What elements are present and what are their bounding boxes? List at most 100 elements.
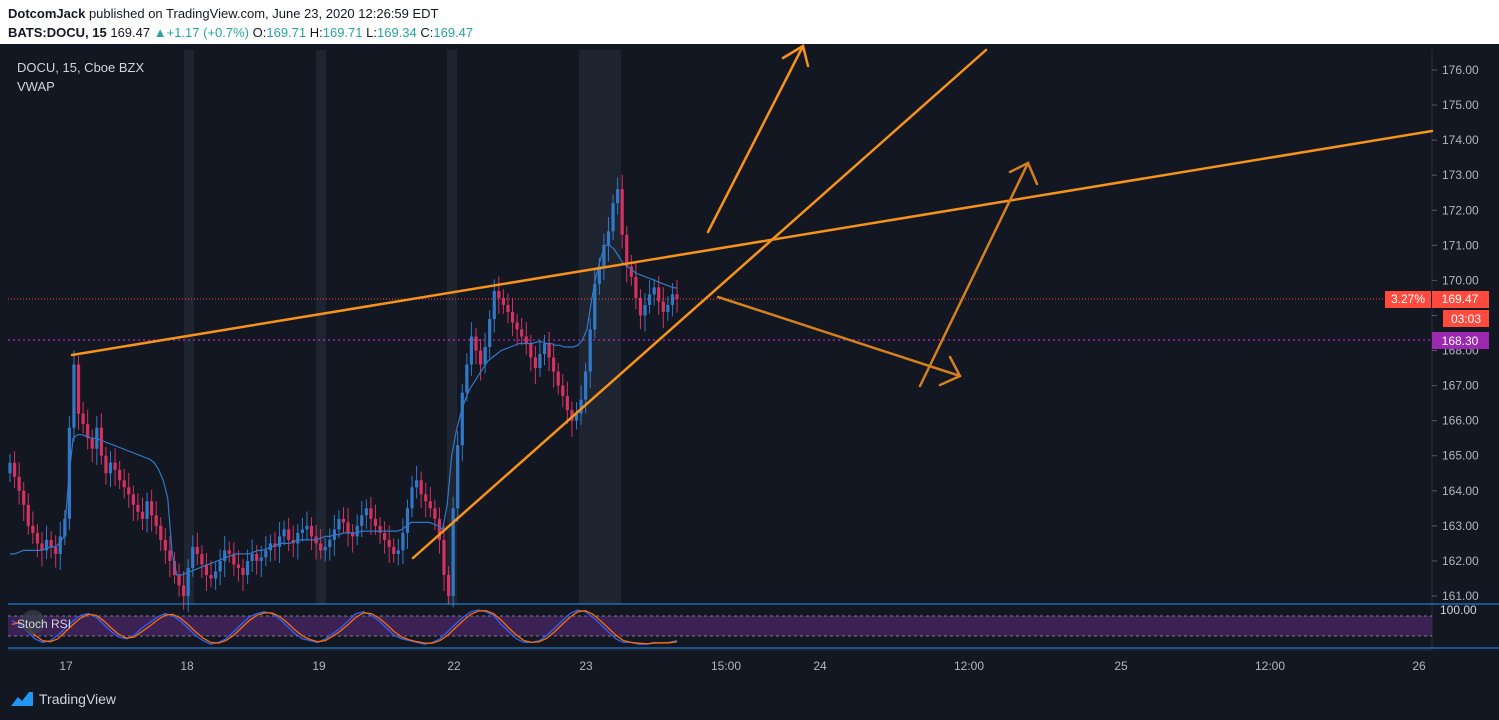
candle-body (90, 438, 94, 449)
candle-body (40, 543, 44, 551)
candle-body (392, 546, 396, 554)
close-value: 169.47 (433, 25, 474, 40)
candle-body (419, 480, 423, 495)
rebound-arrow-head[interactable] (1008, 161, 1039, 186)
last-pct-badge (1385, 291, 1431, 308)
candle-body (533, 357, 537, 369)
candle-body (611, 203, 615, 232)
candle-body (17, 476, 21, 491)
candle-body (584, 371, 588, 400)
symbol-label: BATS:DOCU, 15 (8, 25, 107, 40)
candle-body (245, 560, 250, 575)
candle-body (675, 294, 679, 299)
drawings-layer[interactable] (70, 44, 1434, 560)
candle-body (31, 525, 35, 533)
candle-body (620, 189, 624, 235)
stoch-rsi-pane[interactable]: Stoch RSI 100.00 (8, 603, 1499, 649)
candle-body (99, 427, 103, 456)
legend-title: DOCU, 15, Cboe BZX (17, 60, 144, 75)
candle-body (414, 480, 419, 488)
candle-body (657, 287, 661, 302)
candle-body (346, 522, 350, 533)
time-tick-label: 17 (59, 659, 73, 673)
candle-body (131, 494, 135, 505)
author-name[interactable]: DotcomJack (8, 6, 86, 21)
candle-body (35, 532, 40, 544)
candle-body (638, 297, 643, 316)
stoch-d-line (11, 610, 678, 645)
vwap-line (10, 244, 678, 576)
candle-body (22, 490, 26, 505)
price-tick-label: 161.00 (1442, 589, 1479, 603)
candle-body (634, 276, 638, 298)
candle-body (136, 504, 140, 512)
time-tick-label: 25 (1114, 659, 1128, 673)
legend-indicator[interactable]: VWAP (17, 79, 55, 94)
candle-body (670, 294, 675, 305)
price-tick-label: 171.00 (1442, 238, 1479, 252)
candle-body (296, 532, 300, 544)
candles-layer (8, 174, 679, 613)
candle-body (501, 297, 505, 305)
candle-body (469, 336, 474, 365)
candle-body (378, 525, 382, 533)
upper-trendline[interactable] (70, 129, 1434, 357)
last-pct-text: 3.27% (1391, 292, 1425, 306)
candle-body (492, 290, 496, 319)
candle-body (570, 410, 574, 421)
time-tick-label: 12:00 (954, 659, 984, 673)
candle-body (218, 560, 222, 572)
rsi-band (8, 616, 1432, 636)
rsi-label[interactable]: Stoch RSI (17, 617, 71, 631)
candle-body (383, 532, 387, 540)
candle-body (661, 301, 665, 312)
candle-body (49, 539, 53, 547)
candle-body (118, 469, 122, 481)
candle-body (597, 266, 601, 284)
price-tick-label: 176.00 (1442, 63, 1479, 77)
price-axis[interactable]: 161.00 162.00 163.00 164.00 165.00 166.00 167.… (1432, 63, 1479, 603)
candle-body (483, 347, 487, 365)
publish-line: DotcomJack published on TradingView.com,… (8, 6, 439, 21)
candle-body (86, 424, 90, 439)
candle-body (460, 392, 464, 446)
price-tick-label: 172.00 (1442, 203, 1479, 217)
lower-trendline[interactable] (411, 48, 988, 560)
open-label: O: (252, 25, 267, 40)
candle-body (337, 518, 341, 530)
candle-body (227, 550, 231, 554)
pullback-arrow[interactable] (716, 295, 962, 378)
breakout-arrow[interactable] (706, 44, 805, 234)
chart-frame[interactable]: DOCU, 15, Cboe BZX VWAP 161.00 162.00 163.… (0, 44, 1499, 720)
candle-body (437, 518, 442, 540)
rebound-arrow[interactable] (918, 161, 1030, 388)
breakout-arrow-head[interactable] (781, 44, 810, 68)
candle-body (643, 304, 647, 316)
time-axis[interactable]: 17 18 19 22 23 15:00 24 12:00 25 12:00 26 (59, 659, 1426, 673)
price-chart[interactable]: DOCU, 15, Cboe BZX VWAP 161.00 162.00 163.… (0, 44, 1499, 680)
high-label: H: (309, 25, 323, 40)
time-tick-label: 18 (180, 659, 194, 673)
candle-body (652, 287, 656, 295)
candle-body (369, 508, 373, 519)
candle-body (547, 343, 551, 358)
candle-body (387, 539, 391, 547)
candle-body (529, 343, 533, 358)
candle-body (12, 462, 17, 477)
price-tick-label: 163.00 (1442, 519, 1479, 533)
rsi-settings-icon[interactable] (21, 610, 45, 634)
candle-body (282, 529, 286, 537)
low-label: L: (366, 25, 377, 40)
candle-body (108, 462, 113, 474)
tradingview-brand[interactable]: TradingView (10, 689, 116, 709)
price-tick-label: 166.00 (1442, 414, 1479, 428)
pullback-arrow-head[interactable] (938, 355, 962, 387)
candle-body (287, 529, 291, 540)
price-tick-label: 175.00 (1442, 98, 1479, 112)
candle-body (629, 266, 633, 277)
candle-body (150, 501, 154, 516)
candle-body (360, 515, 364, 526)
stoch-k-line (11, 609, 678, 645)
candle-body (602, 245, 606, 267)
candle-body (574, 413, 579, 421)
